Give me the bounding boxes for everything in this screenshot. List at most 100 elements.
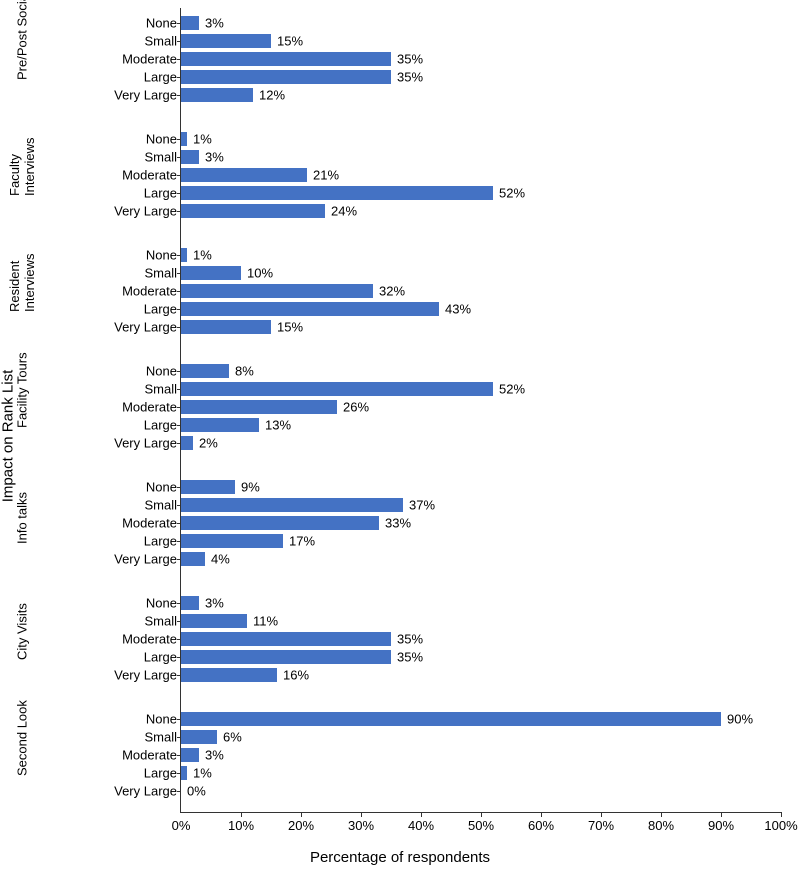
value-label: 26%	[343, 400, 369, 415]
row-label: Moderate	[45, 284, 177, 299]
row-label: Moderate	[45, 400, 177, 415]
bar	[181, 534, 283, 548]
row-label: Very Large	[45, 436, 177, 451]
bar	[181, 186, 493, 200]
bar	[181, 632, 391, 646]
chart-row: Very Large4%	[1, 550, 781, 568]
y-tick-mark	[177, 791, 181, 792]
chart-group: FacultyInterviewsNone1%Small3%Moderate21…	[1, 130, 781, 220]
value-label: 15%	[277, 320, 303, 335]
bar	[181, 302, 439, 316]
chart-row: Very Large 16%	[1, 666, 781, 684]
row-label: Small	[45, 150, 177, 165]
chart-row: Large35%	[1, 68, 781, 86]
chart-row: Small 11%	[1, 612, 781, 630]
row-label: Moderate	[45, 516, 177, 531]
bar	[181, 364, 229, 378]
x-tick-label: 10%	[228, 818, 254, 833]
bar	[181, 150, 199, 164]
value-label: 35%	[397, 52, 423, 67]
chart-row: None1%	[1, 130, 781, 148]
chart-row: Moderate35%	[1, 50, 781, 68]
bar	[181, 650, 391, 664]
chart-row: Very Large 24%	[1, 202, 781, 220]
row-label: Very Large	[45, 552, 177, 567]
bar	[181, 168, 307, 182]
row-label: Large	[45, 650, 177, 665]
bar	[181, 52, 391, 66]
value-label: 1%	[193, 248, 212, 263]
value-label: 24%	[331, 204, 357, 219]
row-label: Moderate	[45, 168, 177, 183]
row-label: Very Large	[45, 320, 177, 335]
bar	[181, 16, 199, 30]
chart-row: Small37%	[1, 496, 781, 514]
chart-row: None90%	[1, 710, 781, 728]
bar	[181, 284, 373, 298]
chart-container: Impact on Rank List Percentage of respon…	[0, 0, 800, 872]
bar	[181, 418, 259, 432]
x-tick-label: 80%	[648, 818, 674, 833]
x-tick-label: 100%	[764, 818, 797, 833]
value-label: 0%	[187, 784, 206, 799]
bar	[181, 498, 403, 512]
chart-row: Large 43%	[1, 300, 781, 318]
chart-row: Moderate 26%	[1, 398, 781, 416]
chart-row: None3%	[1, 594, 781, 612]
bar	[181, 766, 187, 780]
row-label: None	[45, 596, 177, 611]
bar	[181, 266, 241, 280]
x-tick-label: 30%	[348, 818, 374, 833]
chart-row: Small6%	[1, 728, 781, 746]
row-label: Very Large	[45, 784, 177, 799]
value-label: 35%	[397, 632, 423, 647]
chart-group: Second LookNone90%Small6%Moderate3%Large…	[1, 710, 781, 800]
value-label: 1%	[193, 132, 212, 147]
value-label: 2%	[199, 436, 218, 451]
x-tick-mark	[661, 812, 662, 817]
bar	[181, 668, 277, 682]
chart-row: Moderate33%	[1, 514, 781, 532]
row-label: Small	[45, 614, 177, 629]
row-label: Large	[45, 534, 177, 549]
row-label: Large	[45, 418, 177, 433]
value-label: 43%	[445, 302, 471, 317]
value-label: 3%	[205, 748, 224, 763]
x-tick-mark	[301, 812, 302, 817]
chart-row: None3%	[1, 14, 781, 32]
row-label: None	[45, 364, 177, 379]
value-label: 21%	[313, 168, 339, 183]
row-label: Large	[45, 186, 177, 201]
bar	[181, 132, 187, 146]
bar	[181, 436, 193, 450]
value-label: 10%	[247, 266, 273, 281]
chart-row: Small 3%	[1, 148, 781, 166]
value-label: 1%	[193, 766, 212, 781]
chart-row: Very Large12%	[1, 86, 781, 104]
plot-area: 0%10%20%30%40%50%60%70%80%90%100%Pre/Pos…	[180, 8, 781, 813]
value-label: 11%	[253, 614, 278, 629]
x-tick-mark	[481, 812, 482, 817]
bar	[181, 248, 187, 262]
row-label: Large	[45, 70, 177, 85]
row-label: Moderate	[45, 632, 177, 647]
bar	[181, 88, 253, 102]
row-label: None	[45, 248, 177, 263]
value-label: 3%	[205, 150, 224, 165]
value-label: 16%	[283, 668, 309, 683]
row-label: None	[45, 480, 177, 495]
x-tick-label: 40%	[408, 818, 434, 833]
x-tick-label: 90%	[708, 818, 734, 833]
chart-row: Moderate3%	[1, 746, 781, 764]
row-label: Large	[45, 302, 177, 317]
row-label: Very Large	[45, 204, 177, 219]
bar	[181, 596, 199, 610]
chart-row: Small15%	[1, 32, 781, 50]
chart-row: Large 35%	[1, 648, 781, 666]
row-label: Very Large	[45, 668, 177, 683]
x-tick-mark	[541, 812, 542, 817]
chart-row: Large1%	[1, 764, 781, 782]
chart-row: Small52%	[1, 380, 781, 398]
row-label: Very Large	[45, 88, 177, 103]
value-label: 35%	[397, 650, 423, 665]
